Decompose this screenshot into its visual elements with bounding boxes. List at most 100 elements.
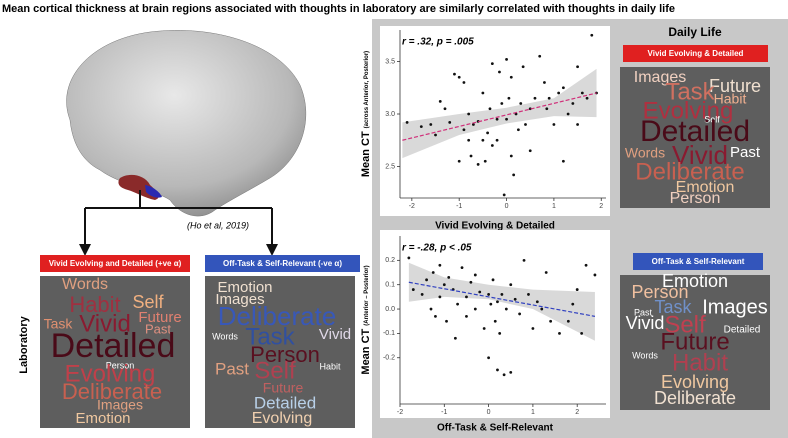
data-point (512, 173, 516, 177)
cloud-word: Images (215, 291, 264, 308)
data-point (528, 149, 532, 153)
connector (85, 190, 272, 209)
cloud-word: Words (625, 145, 665, 161)
data-point (566, 319, 570, 323)
cloud-word: Deliberate (218, 301, 337, 331)
figure-title: Mean cortical thickness at brain regions… (2, 3, 675, 15)
data-point (469, 280, 473, 284)
data-point (498, 331, 502, 335)
data-point (571, 102, 575, 105)
data-point (507, 96, 511, 100)
data-point (509, 75, 513, 79)
cloud-word: Task (44, 316, 74, 332)
cloud-word: Emotion (662, 271, 728, 291)
data-point (483, 159, 487, 163)
data-point (576, 65, 579, 69)
y-tick-label: 3.5 (385, 58, 395, 65)
data-point (462, 81, 466, 84)
cloud-word: Habit (672, 349, 728, 376)
cloud-word: Detailed (640, 115, 750, 148)
data-point (535, 300, 539, 304)
data-point (443, 107, 447, 111)
data-point (438, 295, 442, 299)
y-tick-label: 3.0 (385, 111, 395, 118)
data-point (457, 159, 461, 163)
cloud-word: Vivid (672, 140, 728, 170)
data-point (453, 72, 456, 76)
data-point (543, 81, 546, 84)
data-point (575, 288, 579, 291)
data-point (498, 70, 501, 74)
data-point (502, 373, 506, 377)
cloud-word: Deliberate (635, 158, 744, 185)
x-tick-label: -2 (409, 203, 415, 210)
cloud-word: Images (97, 397, 143, 413)
cloud-word: Past (215, 359, 249, 378)
confidence-band (408, 262, 595, 341)
data-point (442, 283, 446, 287)
cloud-word: Self (664, 311, 706, 338)
data-point (558, 331, 561, 335)
data-point (481, 91, 485, 95)
data-point (527, 293, 530, 296)
data-point (566, 112, 570, 116)
data-point (496, 368, 499, 372)
data-point (489, 302, 493, 306)
brain (66, 30, 307, 217)
cloud-word: Task (245, 323, 295, 350)
data-point (502, 193, 506, 197)
cloud-word: Self (132, 292, 164, 312)
x-tick-label: -1 (456, 203, 462, 210)
cloud-word: Emotion (217, 279, 272, 296)
citation: (Ho et al, 2019) (187, 220, 249, 230)
data-point (425, 278, 428, 282)
cloud-word: Person (106, 360, 135, 370)
data-point (524, 123, 527, 126)
data-point (540, 307, 544, 311)
data-point (469, 154, 473, 158)
data-point (521, 65, 525, 69)
data-point (545, 107, 549, 111)
data-point (438, 263, 442, 267)
cloud-word: Past (730, 144, 761, 161)
cloud-word: Vivid (319, 326, 351, 343)
data-point (509, 154, 513, 158)
data-point (576, 123, 579, 126)
cloud-word: Vivid (626, 313, 665, 333)
cloud-word: Deliberate (654, 388, 736, 408)
x-tick-label: -1 (441, 409, 447, 416)
data-point (429, 123, 433, 126)
data-point (490, 62, 494, 65)
cloud-header: Vivid Evolving and Detailed (+ve α) (49, 259, 182, 268)
data-point (457, 75, 461, 79)
cloud-word: Words (212, 331, 238, 341)
x-tick-label: 0 (487, 409, 491, 416)
cloud-header: Off-Task & Self-Relevant (652, 257, 745, 266)
word-cloud (620, 67, 770, 208)
cloud-header-box (623, 45, 768, 62)
cloud-word: Future (138, 309, 181, 326)
annotation: r = -.28, p < .05 (402, 243, 472, 254)
word-cloud (40, 276, 190, 428)
cloud-word: Evolving (252, 410, 312, 427)
data-point (538, 54, 542, 58)
cloud-word: Emotion (676, 179, 735, 196)
cloud-header-box (205, 255, 360, 272)
data-point (487, 356, 491, 360)
data-point (513, 297, 517, 301)
data-point (509, 370, 513, 374)
cloud-word: Habit (69, 292, 120, 317)
data-point (445, 319, 448, 323)
data-point (580, 91, 584, 95)
cloud-word: Habit (319, 361, 341, 371)
word-cloud (205, 276, 355, 428)
data-point (476, 163, 480, 166)
x-tick-label: 0 (505, 203, 509, 210)
cloud-word: Future (263, 380, 304, 396)
data-point (486, 131, 490, 135)
data-point (431, 271, 435, 274)
data-point (531, 327, 535, 330)
data-point (580, 331, 584, 335)
laboratory-label: Laboratory (18, 315, 30, 373)
cloud-word: Evolving (643, 97, 734, 124)
